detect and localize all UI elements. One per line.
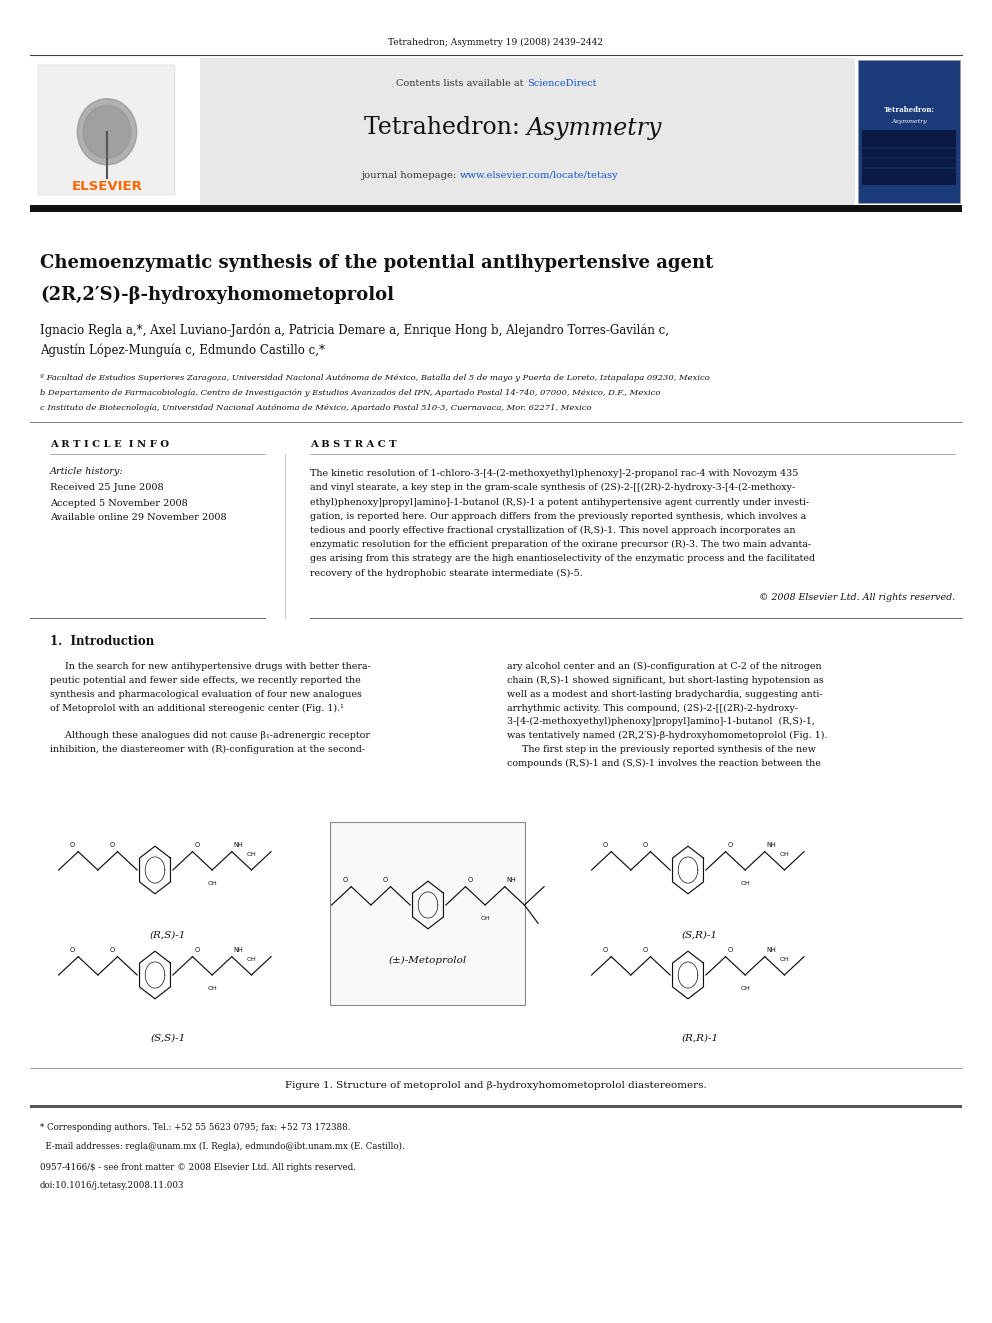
Bar: [862, 130, 956, 185]
Text: NH: NH: [234, 947, 243, 953]
Text: OH: OH: [780, 957, 790, 962]
Text: O: O: [343, 877, 348, 882]
Text: NH: NH: [767, 841, 777, 848]
Polygon shape: [83, 106, 131, 159]
Text: doi:10.1016/j.tetasy.2008.11.003: doi:10.1016/j.tetasy.2008.11.003: [40, 1180, 185, 1189]
Text: OH: OH: [247, 852, 256, 857]
Text: Accepted 5 November 2008: Accepted 5 November 2008: [50, 499, 187, 508]
Text: NH: NH: [234, 841, 243, 848]
Text: ary alcohol center and an (S)-configuration at C-2 of the nitrogen: ary alcohol center and an (S)-configurat…: [507, 662, 821, 671]
Text: Ignacio Regla a,*, Axel Luviano-Jardón a, Patricia Demare a, Enrique Hong b, Ale: Ignacio Regla a,*, Axel Luviano-Jardón a…: [40, 323, 669, 337]
Text: well as a modest and short-lasting bradychardia, suggesting anti-: well as a modest and short-lasting brady…: [507, 689, 822, 699]
Text: Chemoenzymatic synthesis of the potential antihypertensive agent: Chemoenzymatic synthesis of the potentia…: [40, 254, 713, 273]
Text: Asymmetry: Asymmetry: [891, 119, 927, 124]
Text: O: O: [109, 841, 114, 848]
Bar: [30, 205, 962, 212]
Text: O: O: [194, 947, 199, 953]
Text: NH: NH: [507, 877, 517, 882]
Text: Article history:: Article history:: [50, 467, 124, 475]
Bar: [30, 58, 200, 205]
Text: Although these analogues did not cause β₁-adrenergic receptor: Although these analogues did not cause β…: [50, 732, 370, 740]
Text: OH: OH: [207, 986, 217, 991]
Text: O: O: [70, 947, 75, 953]
Text: OH: OH: [207, 881, 217, 885]
Text: www.elsevier.com/locate/tetasy: www.elsevier.com/locate/tetasy: [460, 172, 619, 180]
Text: E-mail addresses: regla@unam.mx (I. Regla), edmundo@ibt.unam.mx (E. Castillo).: E-mail addresses: regla@unam.mx (I. Regl…: [40, 1142, 405, 1151]
Text: Tetrahedron:: Tetrahedron:: [364, 116, 527, 139]
Text: (S,R)-1: (S,R)-1: [682, 930, 718, 939]
Text: Tetrahedron; Asymmetry 19 (2008) 2439–2442: Tetrahedron; Asymmetry 19 (2008) 2439–24…: [389, 37, 603, 46]
Text: c Instituto de Biotecnología, Universidad Nacional Autónoma de México, Apartado : c Instituto de Biotecnología, Universida…: [40, 404, 591, 411]
Text: OH: OH: [247, 957, 256, 962]
Text: ethyl)phenoxy]propyl]amino]-1-butanol (R,S)-1 a potent antihypertensive agent cu: ethyl)phenoxy]propyl]amino]-1-butanol (R…: [310, 497, 809, 507]
Text: (2R,2′S)-β-hydroxyhomometoprolol: (2R,2′S)-β-hydroxyhomometoprolol: [40, 286, 394, 304]
Text: A B S T R A C T: A B S T R A C T: [310, 439, 397, 448]
Text: b Departamento de Farmacobiología, Centro de Investigación y Estudios Avanzados : b Departamento de Farmacobiología, Centr…: [40, 389, 661, 397]
Text: * Corresponding authors. Tel.: +52 55 5623 0795; fax: +52 73 172388.: * Corresponding authors. Tel.: +52 55 56…: [40, 1123, 350, 1132]
Text: enzymatic resolution for the efficient preparation of the oxirane precursor (R)-: enzymatic resolution for the efficient p…: [310, 540, 811, 549]
Text: O: O: [727, 841, 733, 848]
Text: OH: OH: [780, 852, 790, 857]
Text: O: O: [642, 841, 648, 848]
Text: A R T I C L E  I N F O: A R T I C L E I N F O: [50, 439, 169, 448]
Bar: [38, 65, 175, 194]
Text: journal homepage:: journal homepage:: [361, 172, 460, 180]
Text: NH: NH: [767, 947, 777, 953]
Text: Received 25 June 2008: Received 25 June 2008: [50, 483, 164, 492]
Text: O: O: [603, 841, 608, 848]
Polygon shape: [77, 99, 137, 165]
Text: The kinetic resolution of 1-chloro-3-[4-(2-methoxyethyl)phenoxy]-2-propanol rac-: The kinetic resolution of 1-chloro-3-[4-…: [310, 468, 799, 478]
Text: recovery of the hydrophobic stearate intermediate (S)-5.: recovery of the hydrophobic stearate int…: [310, 569, 582, 578]
Text: of Metoprolol with an additional stereogenic center (Fig. 1).¹: of Metoprolol with an additional stereog…: [50, 704, 344, 713]
Text: O: O: [194, 841, 199, 848]
Text: peutic potential and fewer side effects, we recently reported the: peutic potential and fewer side effects,…: [50, 676, 361, 685]
Text: chain (R,S)-1 showed significant, but short-lasting hypotension as: chain (R,S)-1 showed significant, but sh…: [507, 676, 823, 685]
Text: tedious and poorly effective fractional crystallization of (R,S)-1. This novel a: tedious and poorly effective fractional …: [310, 525, 796, 534]
Text: Agustín López-Munguía c, Edmundo Castillo c,*: Agustín López-Munguía c, Edmundo Castill…: [40, 343, 325, 357]
Text: O: O: [70, 841, 75, 848]
Text: arrhythmic activity. This compound, (2S)-2-[[(2R)-2-hydroxy-: arrhythmic activity. This compound, (2S)…: [507, 704, 799, 713]
Text: synthesis and pharmacological evaluation of four new analogues: synthesis and pharmacological evaluation…: [50, 689, 362, 699]
Text: OH: OH: [740, 986, 750, 991]
Text: O: O: [467, 877, 473, 882]
Text: (±)-Metoprolol: (±)-Metoprolol: [389, 955, 467, 964]
Text: The first step in the previously reported synthesis of the new: The first step in the previously reporte…: [507, 745, 815, 754]
Bar: [200, 58, 855, 205]
Text: ª Facultad de Estudios Superiores Zaragoza, Universidad Nacional Autónoma de Méx: ª Facultad de Estudios Superiores Zarago…: [40, 374, 709, 382]
Text: OH: OH: [740, 881, 750, 885]
Text: O: O: [603, 947, 608, 953]
Text: O: O: [727, 947, 733, 953]
Text: (R,R)-1: (R,R)-1: [682, 1033, 718, 1043]
Text: Asymmetry: Asymmetry: [527, 116, 663, 139]
Text: O: O: [109, 947, 114, 953]
Text: 1.  Introduction: 1. Introduction: [50, 635, 154, 647]
Text: 3-[4-(2-methoxyethyl)phenoxy]propyl]amino]-1-butanol  (R,S)-1,: 3-[4-(2-methoxyethyl)phenoxy]propyl]amin…: [507, 717, 814, 726]
Text: (R,S)-1: (R,S)-1: [150, 930, 186, 939]
Text: ELSEVIER: ELSEVIER: [71, 180, 143, 193]
Bar: [858, 60, 960, 202]
Text: O: O: [382, 877, 388, 882]
Text: © 2008 Elsevier Ltd. All rights reserved.: © 2008 Elsevier Ltd. All rights reserved…: [759, 593, 955, 602]
Bar: [330, 822, 525, 1005]
Text: and vinyl stearate, a key step in the gram-scale synthesis of (2S)-2-[[(2R)-2-hy: and vinyl stearate, a key step in the gr…: [310, 483, 796, 492]
Text: 0957-4166/$ - see front matter © 2008 Elsevier Ltd. All rights reserved.: 0957-4166/$ - see front matter © 2008 El…: [40, 1163, 356, 1172]
Bar: [30, 1105, 962, 1107]
Text: OH: OH: [480, 916, 490, 921]
Text: inhibition, the diastereomer with (R)-configuration at the second-: inhibition, the diastereomer with (R)-co…: [50, 745, 365, 754]
Text: compounds (R,S)-1 and (S,S)-1 involves the reaction between the: compounds (R,S)-1 and (S,S)-1 involves t…: [507, 758, 820, 767]
Text: (S,S)-1: (S,S)-1: [151, 1033, 186, 1043]
Text: Tetrahedron:: Tetrahedron:: [884, 106, 934, 114]
Text: was tentatively named (2R,2′S)-β-hydroxyhomometoprolol (Fig. 1).: was tentatively named (2R,2′S)-β-hydroxy…: [507, 732, 827, 740]
Text: Contents lists available at: Contents lists available at: [397, 79, 527, 89]
Text: In the search for new antihypertensive drugs with better thera-: In the search for new antihypertensive d…: [50, 662, 371, 671]
Text: Available online 29 November 2008: Available online 29 November 2008: [50, 513, 226, 523]
Text: O: O: [642, 947, 648, 953]
Text: ScienceDirect: ScienceDirect: [527, 79, 596, 89]
Text: Figure 1. Structure of metoprolol and β-hydroxyhomometoprolol diastereomers.: Figure 1. Structure of metoprolol and β-…: [285, 1081, 707, 1090]
Text: ges arising from this strategy are the high enantioselectivity of the enzymatic : ges arising from this strategy are the h…: [310, 554, 815, 564]
Text: gation, is reported here. Our approach differs from the previously reported synt: gation, is reported here. Our approach d…: [310, 512, 806, 520]
